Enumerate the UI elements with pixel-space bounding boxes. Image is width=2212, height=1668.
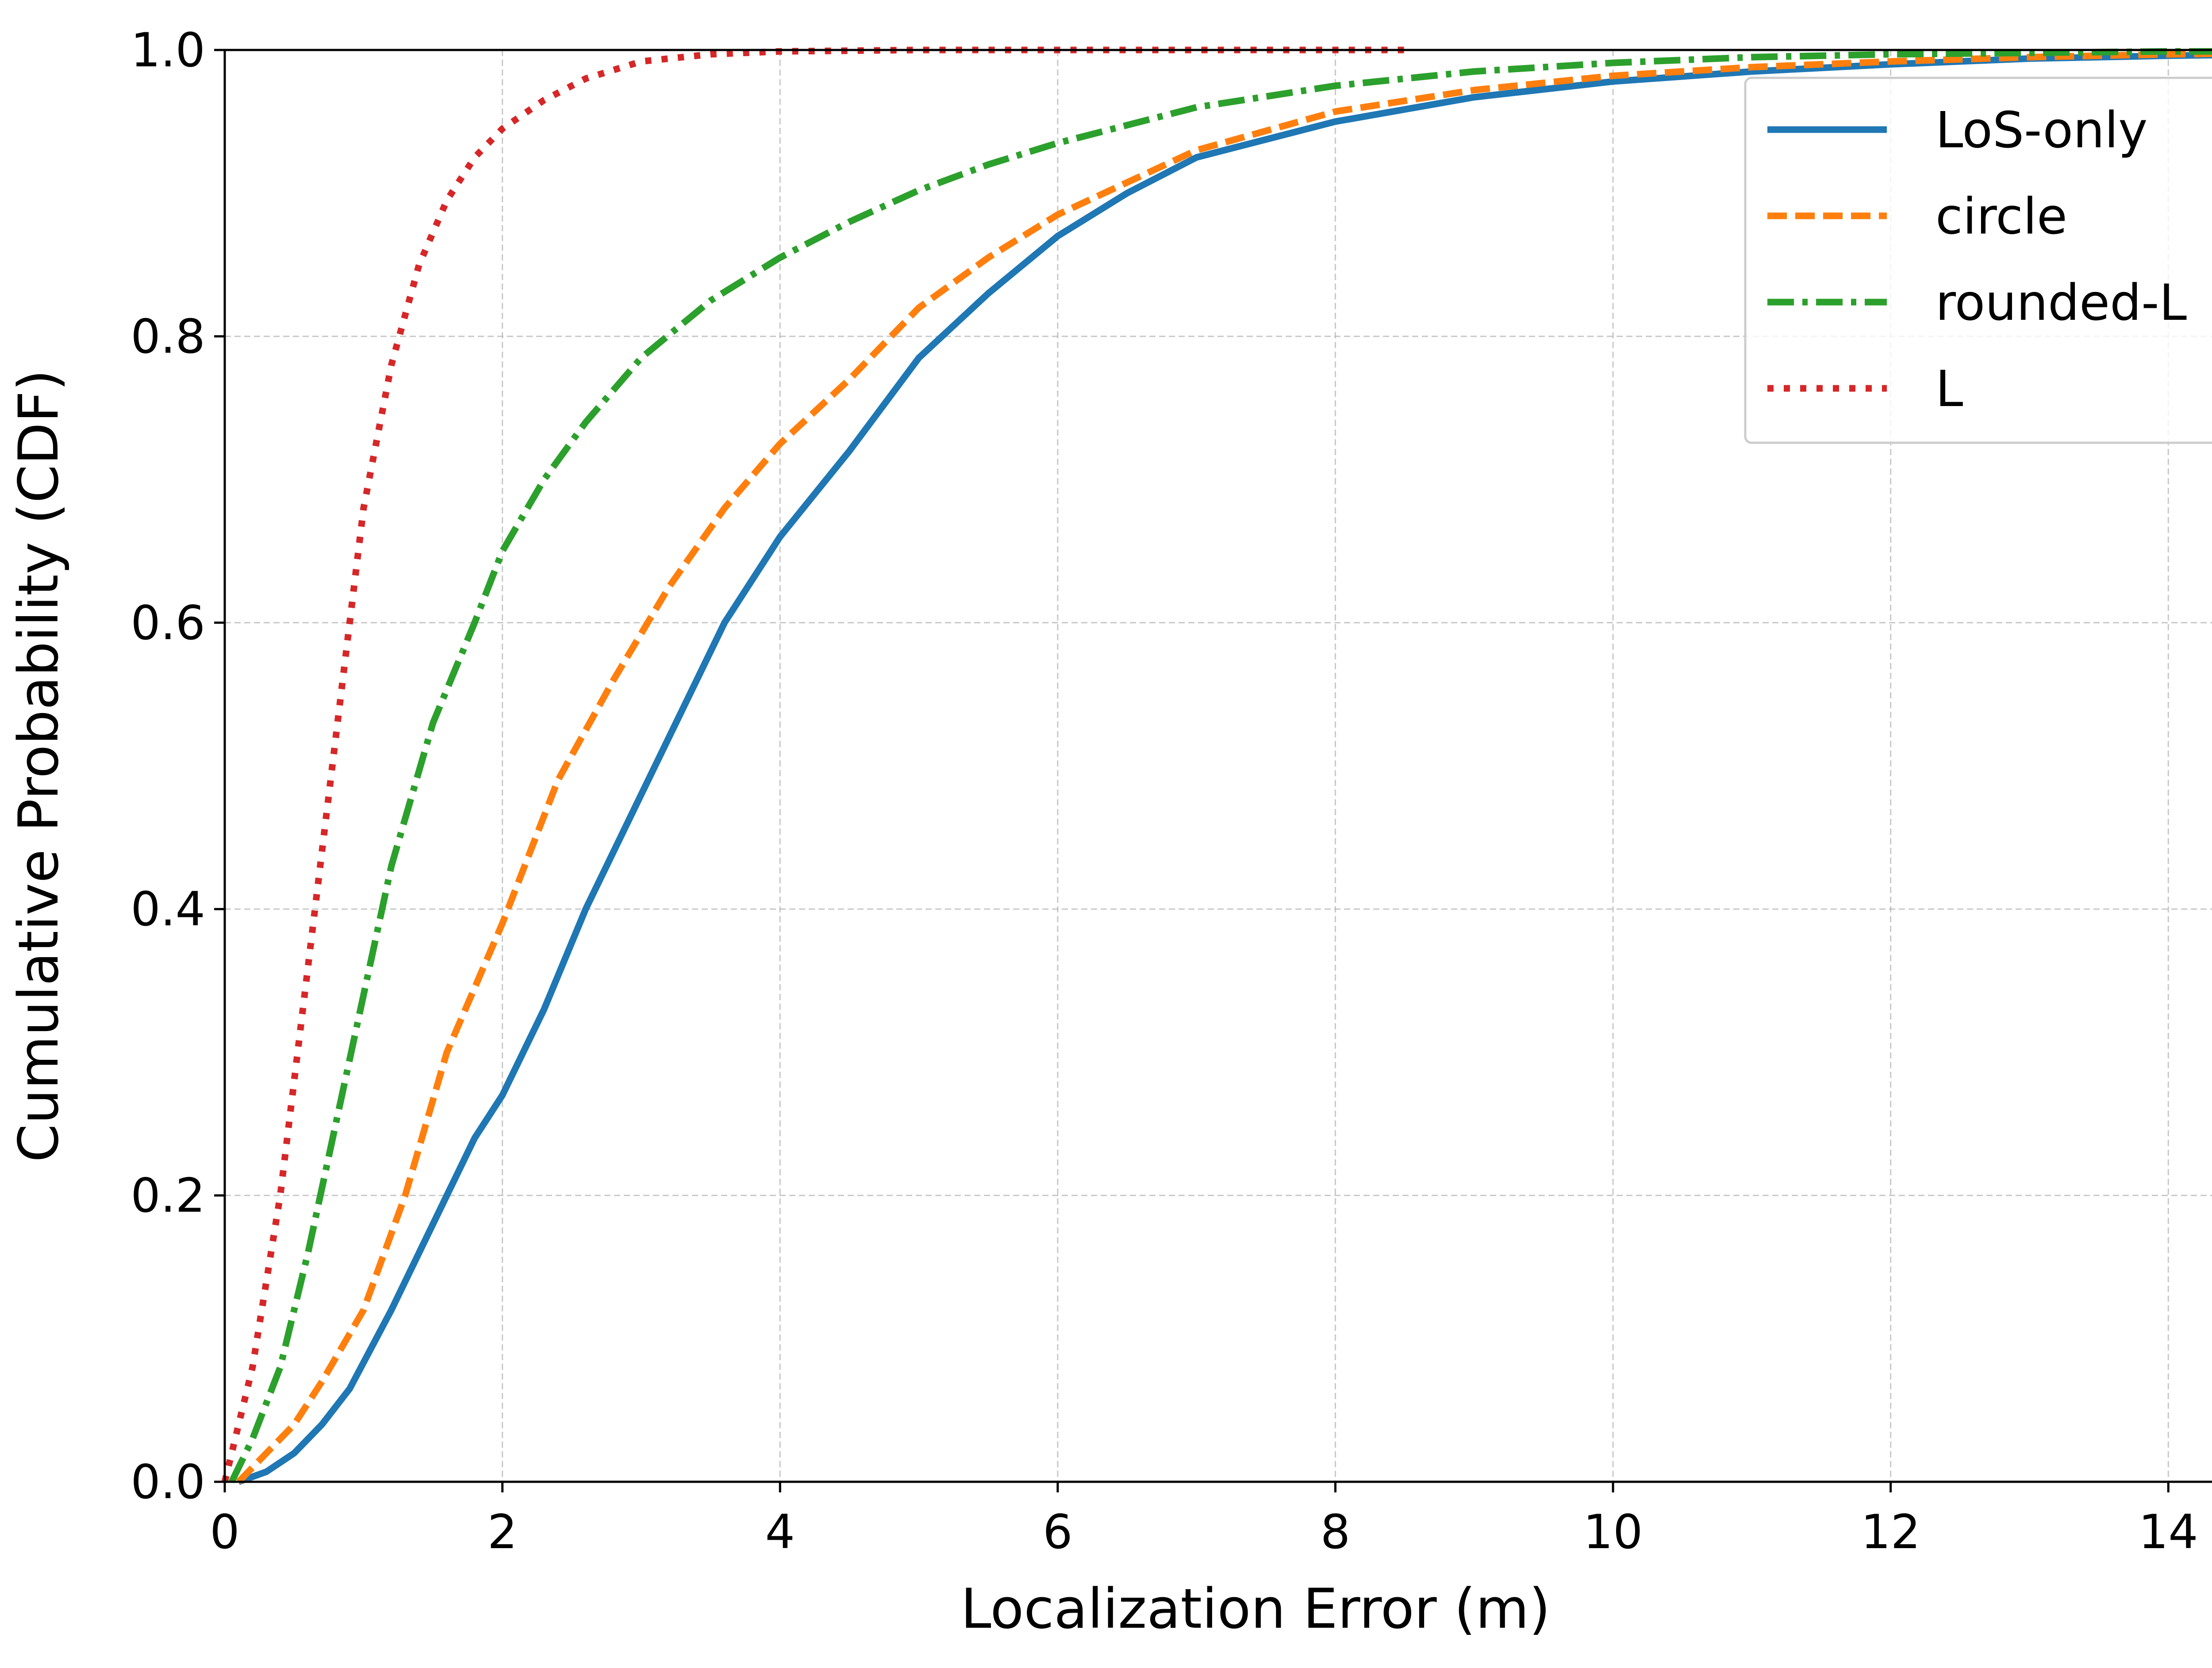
legend-label: L: [1936, 360, 1963, 418]
legend-label: circle: [1936, 188, 2067, 245]
series-line-los-only: [237, 52, 2212, 1485]
y-axis-title: Cumulative Probability (CDF): [7, 369, 71, 1162]
y-tick-label: 1.0: [131, 23, 205, 77]
x-tick-label: 0: [210, 1505, 239, 1559]
y-tick-label: 0.8: [131, 309, 205, 364]
x-axis-title: Localization Error (m): [960, 1577, 1550, 1641]
series-line-rounded-l: [228, 48, 2212, 1484]
x-tick-label: 12: [1861, 1505, 1920, 1559]
legend: LoS-only circle rounded-L L: [1744, 77, 2212, 444]
y-tick-label: 0.2: [131, 1169, 205, 1223]
y-tick-label: 0.6: [131, 596, 205, 650]
series-line-l: [221, 46, 1405, 1483]
legend-box: [1744, 77, 2212, 444]
y-tick-label: 0.4: [131, 882, 205, 936]
series-line-circle: [236, 50, 2212, 1484]
axis-ticks: 0 2 4 6 8 10 12 14 0.0 0.2 0.4 0.6 0.8 1.0: [131, 23, 2198, 1559]
x-tick-label: 2: [488, 1505, 517, 1559]
x-tick-label: 4: [765, 1505, 795, 1559]
x-tick-label: 10: [1583, 1505, 1643, 1559]
x-tick-label: 14: [2139, 1505, 2198, 1559]
legend-label: LoS-only: [1936, 102, 2147, 159]
plot-frame: [223, 49, 2212, 1483]
series-lines: [221, 46, 2212, 1485]
x-tick-label: 8: [1321, 1505, 1350, 1559]
y-tick-label: 0.0: [131, 1455, 205, 1509]
x-tick-label: 6: [1043, 1505, 1072, 1559]
legend-label: rounded-L: [1936, 274, 2187, 332]
